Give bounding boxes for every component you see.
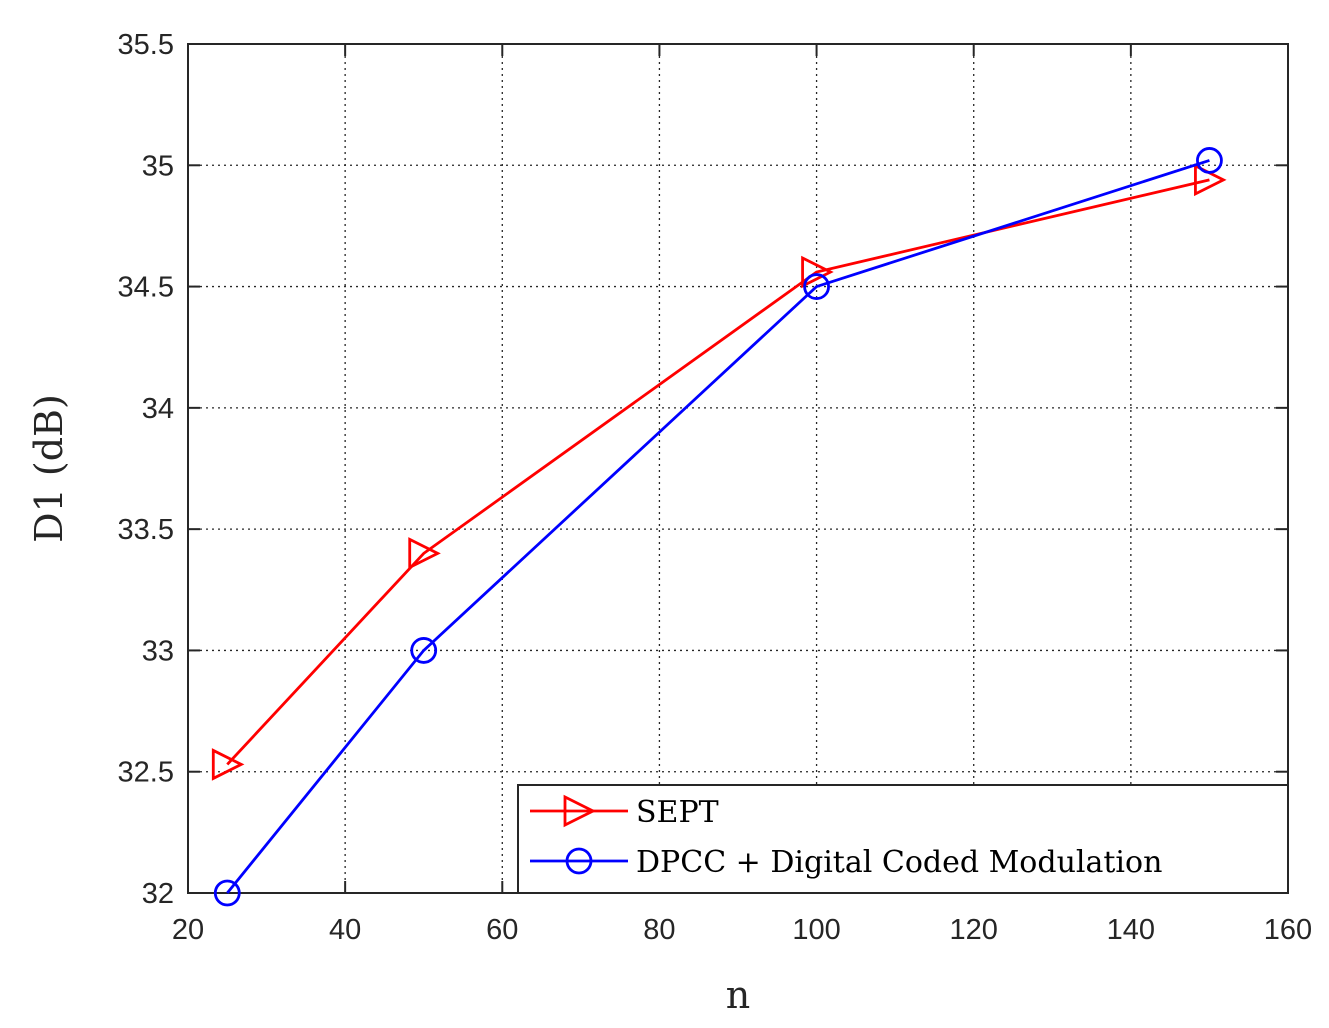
data-point (211, 748, 245, 781)
grid (188, 44, 1288, 893)
data-point (408, 537, 441, 570)
x-tick-label: 100 (792, 914, 840, 946)
y-axis-label: D1 (dB) (27, 394, 71, 543)
data-point (410, 637, 438, 664)
y-tick-label: 33 (142, 635, 174, 667)
y-tick-label: 32 (142, 878, 174, 910)
x-axis-label: n (726, 973, 750, 1017)
series-line (226, 159, 1210, 894)
series-line (226, 178, 1210, 766)
y-tick-label: 35.5 (118, 29, 174, 61)
x-tick-label: 20 (172, 914, 204, 946)
x-tick-label: 160 (1264, 914, 1312, 946)
x-tick-label: 40 (329, 914, 361, 946)
x-tick-label: 120 (950, 914, 998, 946)
x-tick-label: 60 (486, 914, 518, 946)
legend-entry-label: SEPT (636, 795, 719, 830)
data-point (801, 255, 834, 289)
plot-area (187, 43, 1289, 894)
y-tick-label: 33.5 (118, 514, 174, 546)
y-tick-label: 34 (142, 393, 174, 425)
x-tick-label: 80 (643, 914, 675, 946)
series-group (211, 147, 1227, 907)
legend: SEPT DPCC + Digital Coded Modulation (517, 784, 1289, 894)
data-point (803, 273, 830, 300)
axis-ticks: 20 40 60 80 100 120 140 160 32 32.5 33 33.5 34 34.5 35… (118, 29, 1313, 946)
legend-swatch-marker (563, 794, 597, 828)
y-tick-label: 34.5 (118, 272, 174, 304)
legend-entry-label: DPCC + Digital Coded Modulation (636, 845, 1162, 880)
series-2 (213, 147, 1223, 907)
x-tick-label: 140 (1107, 914, 1155, 946)
series-1 (211, 163, 1227, 781)
y-tick-label: 32.5 (118, 757, 174, 789)
data-point (213, 879, 241, 907)
data-point (1196, 147, 1223, 174)
legend-box (517, 784, 1289, 894)
legend-swatch-marker (565, 847, 593, 875)
y-tick-label: 35 (142, 150, 174, 182)
